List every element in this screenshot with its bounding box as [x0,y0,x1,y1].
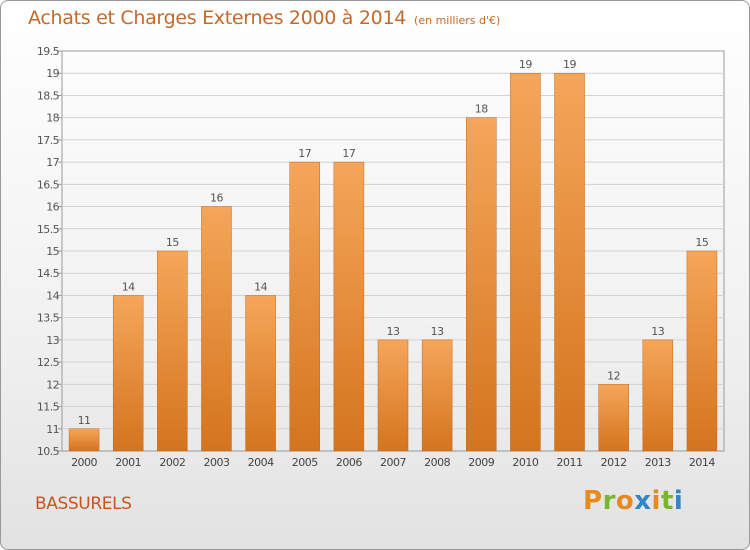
x-tick-label: 2003 [203,456,229,469]
y-tick-label: 15.5 [37,223,60,236]
data-label: 15 [695,236,708,249]
x-axis: 2000 2001 2002 2003 2004 2005 2006 2007 2008 2009… [71,456,716,469]
y-axis: 10.5 11 11.5 12 12.5 13 13.5 14 14.5 15 15.5 16 16.5… [37,45,62,458]
place-name: BASSURELS [35,494,132,514]
data-label: 15 [166,236,179,249]
x-tick-label: 2000 [71,456,97,469]
bar-2014 [686,250,718,452]
logo-letter: x [634,486,652,516]
data-label: 19 [563,58,576,71]
data-label: 17 [342,147,355,160]
x-tick-label: 2010 [512,456,538,469]
y-tick-label: 14.5 [37,267,60,280]
x-tick-label: 2008 [424,456,450,469]
bar-2012 [598,384,629,452]
x-tick-label: 2002 [159,456,185,469]
bars: 11 14 15 16 14 17 17 13 13 18 19 19 12 13 15 [68,58,718,452]
data-label: 14 [122,280,135,293]
data-label: 18 [475,103,488,116]
y-tick-label: 11 [46,423,59,436]
data-label: 12 [607,369,620,382]
y-tick-label: 18.5 [37,89,60,102]
y-tick-label: 16.5 [37,178,60,191]
data-label: 17 [298,147,311,160]
y-tick-label: 12 [46,378,59,391]
bar-2006 [333,161,365,452]
data-label: 19 [519,58,532,71]
x-tick-label: 2007 [380,456,406,469]
y-tick-label: 17.5 [37,134,60,147]
y-tick-label: 19 [46,67,59,80]
chart-unit: (en milliers d'€) [414,14,501,27]
logo-letter: t [660,486,674,516]
bar-2008 [421,339,453,452]
data-label: 13 [387,325,400,338]
data-label: 13 [651,325,664,338]
chart-title: Achats et Charges Externes 2000 à 2014 (e… [28,7,500,29]
y-tick-label: 11.5 [37,401,60,414]
y-tick-label: 14 [46,289,59,302]
y-tick-label: 17 [46,156,59,169]
data-label: 11 [78,414,91,427]
x-tick-label: 2011 [557,456,583,469]
y-tick-label: 18 [46,112,59,125]
bar-2010 [510,72,541,452]
logo-letter: r [602,486,616,516]
x-tick-label: 2014 [689,456,715,469]
y-tick-label: 15 [46,245,59,258]
bar-2013 [642,339,674,452]
logo-letter: i [651,486,661,516]
y-tick-label: 13.5 [37,312,60,325]
logo-letter: P [583,486,603,516]
bar-2005 [289,161,320,452]
bar-2004 [245,295,276,452]
x-tick-label: 2012 [601,456,627,469]
bar-2000 [68,428,100,452]
logo-letter: i [673,486,684,516]
x-tick-label: 2001 [115,456,141,469]
x-tick-label: 2005 [292,456,318,469]
data-label: 14 [254,280,267,293]
x-tick-label: 2009 [468,456,494,469]
proxiti-logo: Proxiti [583,486,683,516]
y-tick-label: 16 [46,201,59,214]
bar-2003 [201,206,232,452]
bar-2002 [157,250,188,452]
bar-2011 [554,72,585,452]
x-tick-label: 2006 [336,456,362,469]
x-tick-label: 2004 [248,456,274,469]
y-tick-label: 10.5 [37,445,60,458]
y-tick-label: 13 [46,334,59,347]
y-tick-label: 19.5 [37,45,60,58]
y-tick-label: 12.5 [37,356,60,369]
data-label: 16 [210,192,223,205]
data-label: 13 [431,325,444,338]
bar-2007 [377,339,409,452]
bar-2001 [112,295,144,452]
bar-2009 [466,117,497,452]
x-tick-label: 2013 [645,456,671,469]
logo-letter: o [615,486,635,516]
chart-title-text: Achats et Charges Externes 2000 à 2014 [28,7,407,29]
